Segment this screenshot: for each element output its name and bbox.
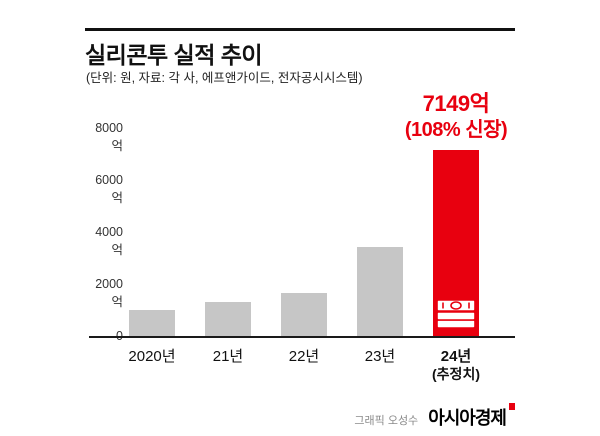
x-axis-label: 24년	[440, 348, 472, 365]
highlight-annotation: 7149억 (108% 신장)	[356, 90, 556, 143]
bar-23년	[357, 246, 403, 336]
x-axis-sub-label: (추정치)	[432, 366, 480, 382]
y-axis-label: 6000억	[95, 173, 123, 205]
brand-logo: 아시아경제	[428, 403, 515, 430]
bar-chart: 02000억4000억6000억8000억2020년21년22년23년24년(추…	[85, 120, 525, 410]
brand-text: 아시아경제	[428, 408, 507, 428]
top-rule	[85, 28, 515, 31]
y-axis-label: 8000억	[95, 121, 123, 153]
bar-21년	[205, 301, 251, 336]
bar-24년	[433, 150, 479, 336]
y-axis-label: 4000억	[95, 225, 123, 257]
x-axis-label: 2020년	[128, 348, 176, 365]
footer: 그래픽 오성수 아시아경제	[354, 403, 515, 430]
x-axis-label: 21년	[212, 348, 244, 365]
annotation-growth: (108% 신장)	[404, 118, 508, 141]
brand-mark-icon	[509, 403, 515, 410]
annotation-value: 7149억	[422, 91, 490, 116]
x-axis-label: 22년	[288, 348, 320, 365]
banknotes-icon	[436, 299, 476, 329]
chart-subtitle: (단위: 원, 자료: 각 사, 에프앤가이드, 전자공시시스템)	[86, 71, 363, 85]
chart-title: 실리콘투 실적 추이	[85, 42, 263, 68]
bar-2020년	[129, 310, 175, 336]
y-axis-label: 2000억	[95, 277, 123, 309]
x-axis-label: 23년	[364, 348, 396, 365]
x-axis-line	[89, 336, 515, 338]
credit-text: 그래픽 오성수	[354, 415, 419, 427]
bar-22년	[281, 293, 327, 336]
